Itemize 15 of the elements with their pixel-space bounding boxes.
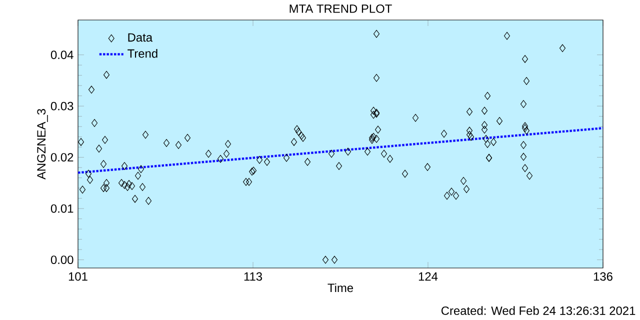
x-tick-label: 113	[244, 272, 262, 281]
legend-label: Data	[128, 33, 153, 42]
x-tick-label: 124	[418, 272, 438, 281]
text: Created: Wed Feb 24 13:26:31 2021	[441, 306, 636, 315]
y-tick-label: 0.02	[50, 153, 74, 162]
y-tick-label: 0.00	[50, 256, 74, 264]
y-tick-label: 0.03	[50, 102, 74, 110]
y-tick-label: 0.01	[50, 204, 74, 213]
y-axis-title: ANGZNEA_3	[37, 108, 48, 180]
x-tick-label: 101	[68, 272, 88, 281]
x-tick-label: 136	[594, 272, 612, 281]
y-tick-label: 0.04	[50, 50, 74, 60]
chart-title: MTA TREND PLOT	[290, 4, 392, 13]
x-axis-title: Time	[328, 283, 354, 292]
legend-label: Trend	[128, 48, 158, 58]
